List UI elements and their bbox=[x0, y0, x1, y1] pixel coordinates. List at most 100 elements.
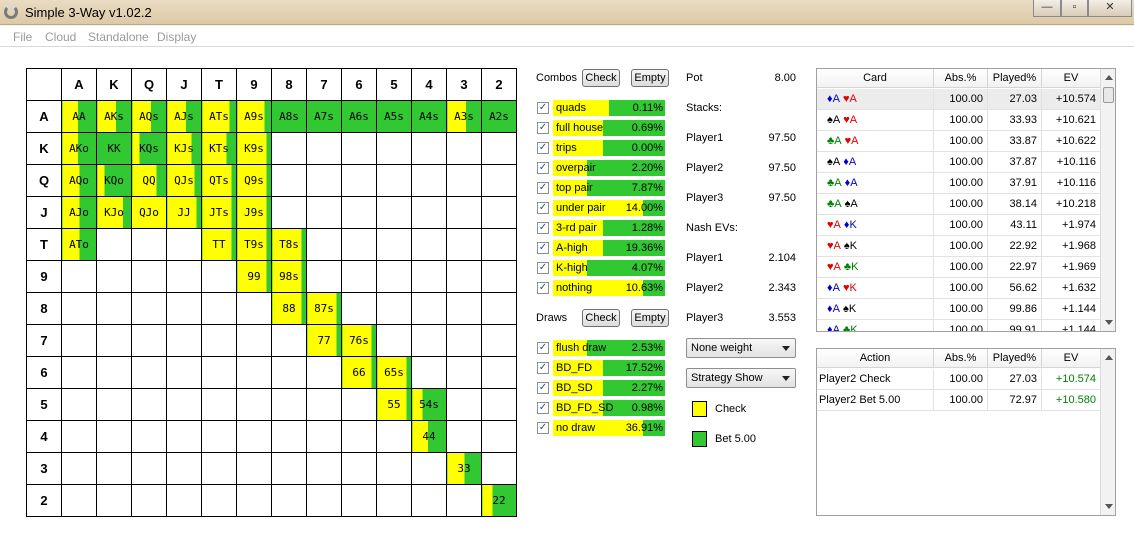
grid-cell[interactable] bbox=[446, 324, 482, 357]
grid-cell[interactable]: A2s bbox=[481, 100, 517, 133]
grid-cell[interactable] bbox=[446, 484, 482, 517]
grid-cell[interactable]: AQs bbox=[131, 100, 167, 133]
grid-cell[interactable]: J9s bbox=[236, 196, 272, 229]
grid-cell[interactable] bbox=[481, 388, 517, 421]
scroll-thumb[interactable] bbox=[1103, 87, 1114, 103]
grid-cell[interactable]: 98s bbox=[271, 260, 307, 293]
card-table-row[interactable]: ♦A ♠K 100.00 99.86 +1.144 bbox=[817, 299, 1101, 320]
grid-cell[interactable] bbox=[306, 260, 342, 293]
grid-cell[interactable] bbox=[166, 260, 202, 293]
grid-cell[interactable] bbox=[236, 388, 272, 421]
grid-cell[interactable] bbox=[306, 388, 342, 421]
grid-cell[interactable] bbox=[131, 260, 167, 293]
grid-cell[interactable] bbox=[411, 452, 447, 485]
menu-display[interactable]: Display bbox=[157, 30, 197, 44]
checkbox[interactable]: ✓ bbox=[537, 242, 549, 254]
grid-cell[interactable] bbox=[61, 484, 97, 517]
grid-cell[interactable] bbox=[61, 356, 97, 389]
grid-cell[interactable]: 44 bbox=[411, 420, 447, 453]
grid-cell[interactable] bbox=[376, 292, 412, 325]
grid-cell[interactable] bbox=[411, 132, 447, 165]
grid-cell[interactable]: 33 bbox=[446, 452, 482, 485]
grid-cell[interactable]: Q9s bbox=[236, 164, 272, 197]
grid-cell[interactable] bbox=[236, 292, 272, 325]
grid-cell[interactable]: 88 bbox=[271, 292, 307, 325]
grid-cell[interactable] bbox=[306, 356, 342, 389]
combos-check-button[interactable]: Check bbox=[582, 69, 620, 87]
col-abs[interactable]: Abs.% bbox=[934, 69, 988, 88]
grid-cell[interactable] bbox=[446, 420, 482, 453]
grid-cell[interactable] bbox=[376, 420, 412, 453]
grid-cell[interactable] bbox=[446, 196, 482, 229]
grid-cell[interactable] bbox=[341, 260, 377, 293]
action-table-row[interactable]: Player2 Bet 5.00 100.00 72.97 +10.580 bbox=[817, 390, 1101, 411]
grid-cell[interactable] bbox=[166, 292, 202, 325]
checkbox[interactable]: ✓ bbox=[537, 422, 549, 434]
draws-empty-button[interactable]: Empty bbox=[631, 309, 669, 327]
col-played[interactable]: Played% bbox=[988, 69, 1042, 88]
grid-cell[interactable] bbox=[341, 292, 377, 325]
grid-cell[interactable]: AKs bbox=[96, 100, 132, 133]
grid-cell[interactable]: 87s bbox=[306, 292, 342, 325]
grid-cell[interactable] bbox=[201, 388, 237, 421]
grid-cell[interactable] bbox=[341, 452, 377, 485]
grid-cell[interactable]: A9s bbox=[236, 100, 272, 133]
scroll-up-icon[interactable] bbox=[1105, 75, 1113, 80]
grid-cell[interactable] bbox=[271, 132, 307, 165]
grid-cell[interactable] bbox=[446, 292, 482, 325]
grid-cell[interactable] bbox=[306, 452, 342, 485]
grid-cell[interactable] bbox=[166, 452, 202, 485]
grid-cell[interactable]: QJo bbox=[131, 196, 167, 229]
card-table-scrollbar[interactable] bbox=[1100, 69, 1115, 331]
grid-cell[interactable] bbox=[236, 484, 272, 517]
checkbox[interactable]: ✓ bbox=[537, 222, 549, 234]
grid-cell[interactable] bbox=[411, 228, 447, 261]
grid-cell[interactable] bbox=[96, 452, 132, 485]
grid-cell[interactable]: KJs bbox=[166, 132, 202, 165]
grid-cell[interactable] bbox=[376, 324, 412, 357]
grid-cell[interactable]: AQo bbox=[61, 164, 97, 197]
card-table-row[interactable]: ♣A ♠A 100.00 38.14 +10.218 bbox=[817, 194, 1101, 215]
checkbox[interactable]: ✓ bbox=[537, 202, 549, 214]
grid-cell[interactable] bbox=[341, 388, 377, 421]
col-action[interactable]: Action bbox=[817, 349, 934, 368]
grid-cell[interactable]: QJs bbox=[166, 164, 202, 197]
grid-cell[interactable] bbox=[271, 452, 307, 485]
card-table-row[interactable]: ♥A ♦K 100.00 43.11 +1.974 bbox=[817, 215, 1101, 236]
grid-cell[interactable]: AA bbox=[61, 100, 97, 133]
scroll-down-icon[interactable] bbox=[1105, 320, 1113, 325]
grid-cell[interactable] bbox=[271, 356, 307, 389]
grid-cell[interactable] bbox=[341, 420, 377, 453]
card-table-row[interactable]: ♦A ♥A 100.00 27.03 +10.574 bbox=[817, 89, 1101, 110]
grid-cell[interactable] bbox=[481, 420, 517, 453]
grid-cell[interactable] bbox=[166, 228, 202, 261]
grid-cell[interactable] bbox=[61, 324, 97, 357]
grid-cell[interactable] bbox=[481, 164, 517, 197]
grid-cell[interactable] bbox=[96, 420, 132, 453]
grid-cell[interactable]: ATo bbox=[61, 228, 97, 261]
grid-cell[interactable]: AKo bbox=[61, 132, 97, 165]
grid-cell[interactable] bbox=[131, 452, 167, 485]
checkbox[interactable]: ✓ bbox=[537, 362, 549, 374]
grid-cell[interactable] bbox=[131, 420, 167, 453]
checkbox[interactable]: ✓ bbox=[537, 402, 549, 414]
grid-cell[interactable] bbox=[411, 484, 447, 517]
grid-cell[interactable] bbox=[61, 260, 97, 293]
grid-cell[interactable]: QTs bbox=[201, 164, 237, 197]
grid-cell[interactable] bbox=[481, 196, 517, 229]
grid-cell[interactable]: K9s bbox=[236, 132, 272, 165]
grid-cell[interactable] bbox=[61, 292, 97, 325]
col-abs[interactable]: Abs.% bbox=[934, 349, 988, 368]
grid-cell[interactable]: KJo bbox=[96, 196, 132, 229]
grid-cell[interactable] bbox=[96, 292, 132, 325]
close-button[interactable]: ✕ bbox=[1088, 0, 1132, 17]
grid-cell[interactable] bbox=[96, 228, 132, 261]
checkbox[interactable]: ✓ bbox=[537, 262, 549, 274]
maximize-button[interactable]: ▫ bbox=[1061, 0, 1088, 17]
scroll-up-icon[interactable] bbox=[1105, 355, 1113, 360]
grid-cell[interactable] bbox=[61, 452, 97, 485]
grid-cell[interactable] bbox=[166, 356, 202, 389]
grid-cell[interactable] bbox=[271, 164, 307, 197]
grid-cell[interactable] bbox=[481, 452, 517, 485]
grid-cell[interactable] bbox=[131, 484, 167, 517]
